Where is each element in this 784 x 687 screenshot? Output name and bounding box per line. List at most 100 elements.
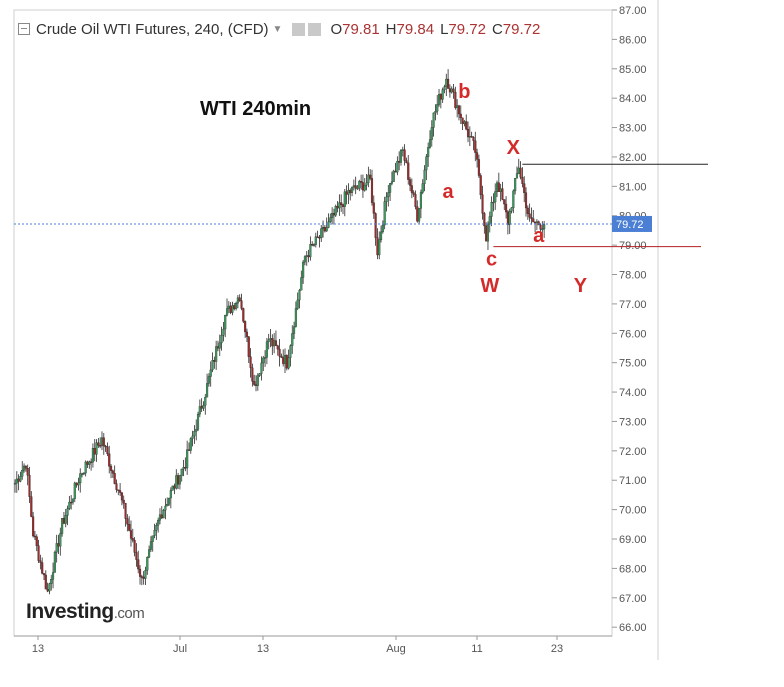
close-icon[interactable] — [308, 22, 322, 36]
candle-body — [146, 557, 149, 571]
candle-body — [124, 502, 127, 519]
candle-body — [280, 356, 283, 358]
candle-body — [162, 510, 165, 519]
settings-icon[interactable] — [292, 22, 306, 36]
candle-body — [329, 217, 332, 223]
candle-body — [370, 178, 374, 203]
candle-body — [157, 519, 160, 526]
y-tick-label: 77.00 — [619, 299, 647, 311]
candle-body — [169, 490, 172, 499]
candle-body — [311, 244, 314, 246]
candle-body — [220, 335, 223, 344]
plot-area[interactable] — [13, 9, 613, 637]
candle-body — [477, 159, 480, 176]
candle-body — [187, 449, 191, 451]
candle-body — [242, 308, 245, 322]
y-tick-label: 82.00 — [619, 152, 647, 164]
candle-body — [343, 191, 346, 207]
x-tick-label: 13 — [32, 643, 44, 655]
candle-body — [412, 192, 415, 195]
candle-body — [514, 178, 517, 192]
candle-body — [28, 475, 31, 497]
candle-body — [15, 478, 18, 484]
candle-body — [302, 261, 305, 278]
y-tick-label: 78.00 — [619, 270, 647, 282]
candle-body — [177, 475, 180, 485]
y-tick-label: 70.00 — [619, 505, 647, 517]
candle-body — [102, 437, 105, 447]
candle-body — [485, 225, 488, 242]
candle-body — [528, 213, 531, 218]
candle-body — [499, 188, 502, 192]
candle-body — [104, 445, 107, 448]
candle-body — [164, 505, 167, 511]
candle-body — [407, 162, 410, 180]
candle-body — [418, 208, 421, 222]
candle-body — [62, 518, 65, 524]
candle-body — [354, 185, 357, 189]
candle-body — [318, 237, 321, 239]
collapse-icon[interactable] — [18, 23, 30, 35]
candle-body — [470, 136, 473, 138]
wave-label: b — [458, 81, 470, 103]
candle-body — [200, 406, 203, 409]
candle-body — [356, 187, 359, 190]
wave-label: X — [507, 137, 521, 159]
candle-body — [41, 562, 44, 574]
candle-body — [398, 160, 401, 163]
chevron-down-icon[interactable]: ▼ — [272, 23, 283, 35]
candle-body — [338, 202, 341, 209]
candle-body — [273, 340, 276, 347]
candle-body — [387, 192, 390, 198]
candle-body — [508, 211, 511, 225]
low-value: 79.72 — [448, 20, 486, 38]
candle-body — [341, 204, 345, 207]
candle-body — [349, 190, 352, 193]
candle-body — [52, 572, 55, 580]
candle-body — [80, 473, 84, 475]
candle-body — [151, 535, 154, 542]
candle-body — [497, 182, 500, 192]
candle-body — [216, 346, 220, 349]
candle-body — [383, 201, 386, 226]
candle-body — [501, 188, 504, 200]
candle-body — [410, 185, 413, 193]
candle-body — [71, 498, 75, 503]
candle-body — [180, 468, 183, 476]
candle-body — [428, 139, 432, 148]
candle-body — [109, 466, 113, 471]
candle-body — [229, 305, 232, 313]
candle-body — [269, 338, 272, 340]
y-tick-label: 71.00 — [619, 475, 647, 487]
y-tick-label: 68.00 — [619, 563, 647, 575]
candle-body — [140, 576, 143, 578]
candle-body — [202, 405, 205, 409]
candle-body — [233, 305, 236, 309]
candle-body — [26, 468, 29, 476]
high-label: H — [385, 20, 397, 38]
x-tick-label: 13 — [257, 643, 269, 655]
candle-body — [111, 470, 114, 474]
candle-body — [155, 525, 158, 531]
candle-body — [374, 213, 377, 238]
candle-body — [389, 183, 392, 193]
candle-body — [204, 396, 207, 406]
candle-body — [403, 149, 406, 161]
candle-body — [227, 305, 230, 309]
candle-body — [128, 524, 131, 531]
candles — [13, 69, 546, 595]
candle-body — [336, 206, 339, 209]
candle-body — [247, 336, 250, 357]
candle-body — [425, 156, 428, 171]
wave-label: Y — [574, 275, 588, 297]
candle-body — [50, 579, 53, 584]
close-value: 79.72 — [502, 20, 541, 38]
candle-body — [70, 501, 73, 504]
candle-body — [510, 207, 513, 212]
candle-body — [115, 483, 118, 490]
wave-label: a — [443, 181, 455, 203]
candle-body — [173, 485, 176, 489]
candle-body — [88, 461, 91, 465]
